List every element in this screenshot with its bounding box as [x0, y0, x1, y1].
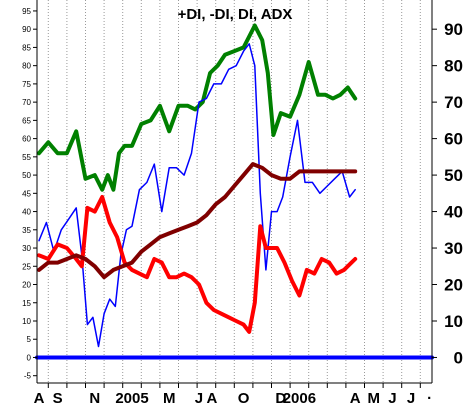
left-tick-label: 95: [22, 7, 31, 16]
left-tick-label: 85: [22, 43, 31, 52]
left-tick-label: 55: [22, 153, 31, 162]
x-tick-label: 2005: [115, 390, 148, 407]
grid-layer: [47, 0, 421, 383]
right-tick-label: 90: [444, 20, 463, 39]
right-tick-labels: 0 10 20 30 40 50 60 70 80 90: [432, 20, 463, 367]
right-tick-label: 30: [444, 239, 463, 258]
series-layer: [35, 23, 434, 360]
x-tick-label: J: [388, 390, 396, 407]
x-tick-label: M: [368, 390, 381, 407]
x-tick-label: 2006: [283, 390, 316, 407]
right-tick-label: 10: [444, 312, 463, 331]
right-tick-label: 40: [444, 203, 463, 222]
left-tick-label: 80: [22, 62, 31, 71]
x-tick-label: ·: [427, 390, 432, 407]
left-tick-label: 70: [22, 98, 31, 107]
series-line: [38, 43, 356, 348]
x-tick-label: A: [34, 390, 45, 407]
left-tick-label: 10: [22, 317, 31, 326]
x-tick-label: M: [163, 390, 176, 407]
x-tick-label: J: [407, 390, 415, 407]
chart-title: +DI, -DI, DI, ADX: [178, 6, 293, 23]
right-tick-label: 70: [444, 93, 463, 112]
series-line: [37, 23, 358, 192]
x-tick-label: A: [350, 390, 361, 407]
left-tick-label: 0: [27, 353, 32, 362]
left-tick-label: 25: [22, 262, 31, 271]
right-tick-label: 50: [444, 166, 463, 185]
right-tick-label: 80: [444, 57, 463, 76]
left-tick-label: 60: [22, 135, 31, 144]
left-tick-label: 30: [22, 244, 31, 253]
left-tick-label: 90: [22, 25, 31, 34]
left-tick-label: 15: [22, 299, 31, 308]
left-tick-label: 50: [22, 171, 31, 180]
left-tick-label: 40: [22, 208, 31, 217]
right-tick-label: 20: [444, 276, 463, 295]
x-tick-label: S: [53, 390, 63, 407]
series-line: [37, 162, 358, 280]
left-tick-label: 75: [22, 80, 31, 89]
right-tick-label: 0: [454, 348, 463, 367]
series-line: [37, 195, 358, 334]
x-tick-label: N: [89, 390, 100, 407]
left-tick-label: 35: [22, 226, 31, 235]
x-tick-label: D: [275, 390, 286, 407]
left-tick-label: 5: [27, 335, 32, 344]
right-tick-label: 60: [444, 130, 463, 149]
left-tick-label: 65: [22, 116, 31, 125]
left-tick-labels: -5 0 5 10 15 20 25 30 35 40 45 50 55 60 65 70 75 80 85 90 95: [22, 7, 37, 381]
left-tick-label: 20: [22, 281, 31, 290]
left-tick-label: 45: [22, 189, 31, 198]
x-tick-label: A: [207, 390, 218, 407]
left-tick-label: -5: [24, 372, 32, 381]
x-tick-label: J: [195, 390, 203, 407]
x-tick-label: O: [238, 390, 250, 407]
